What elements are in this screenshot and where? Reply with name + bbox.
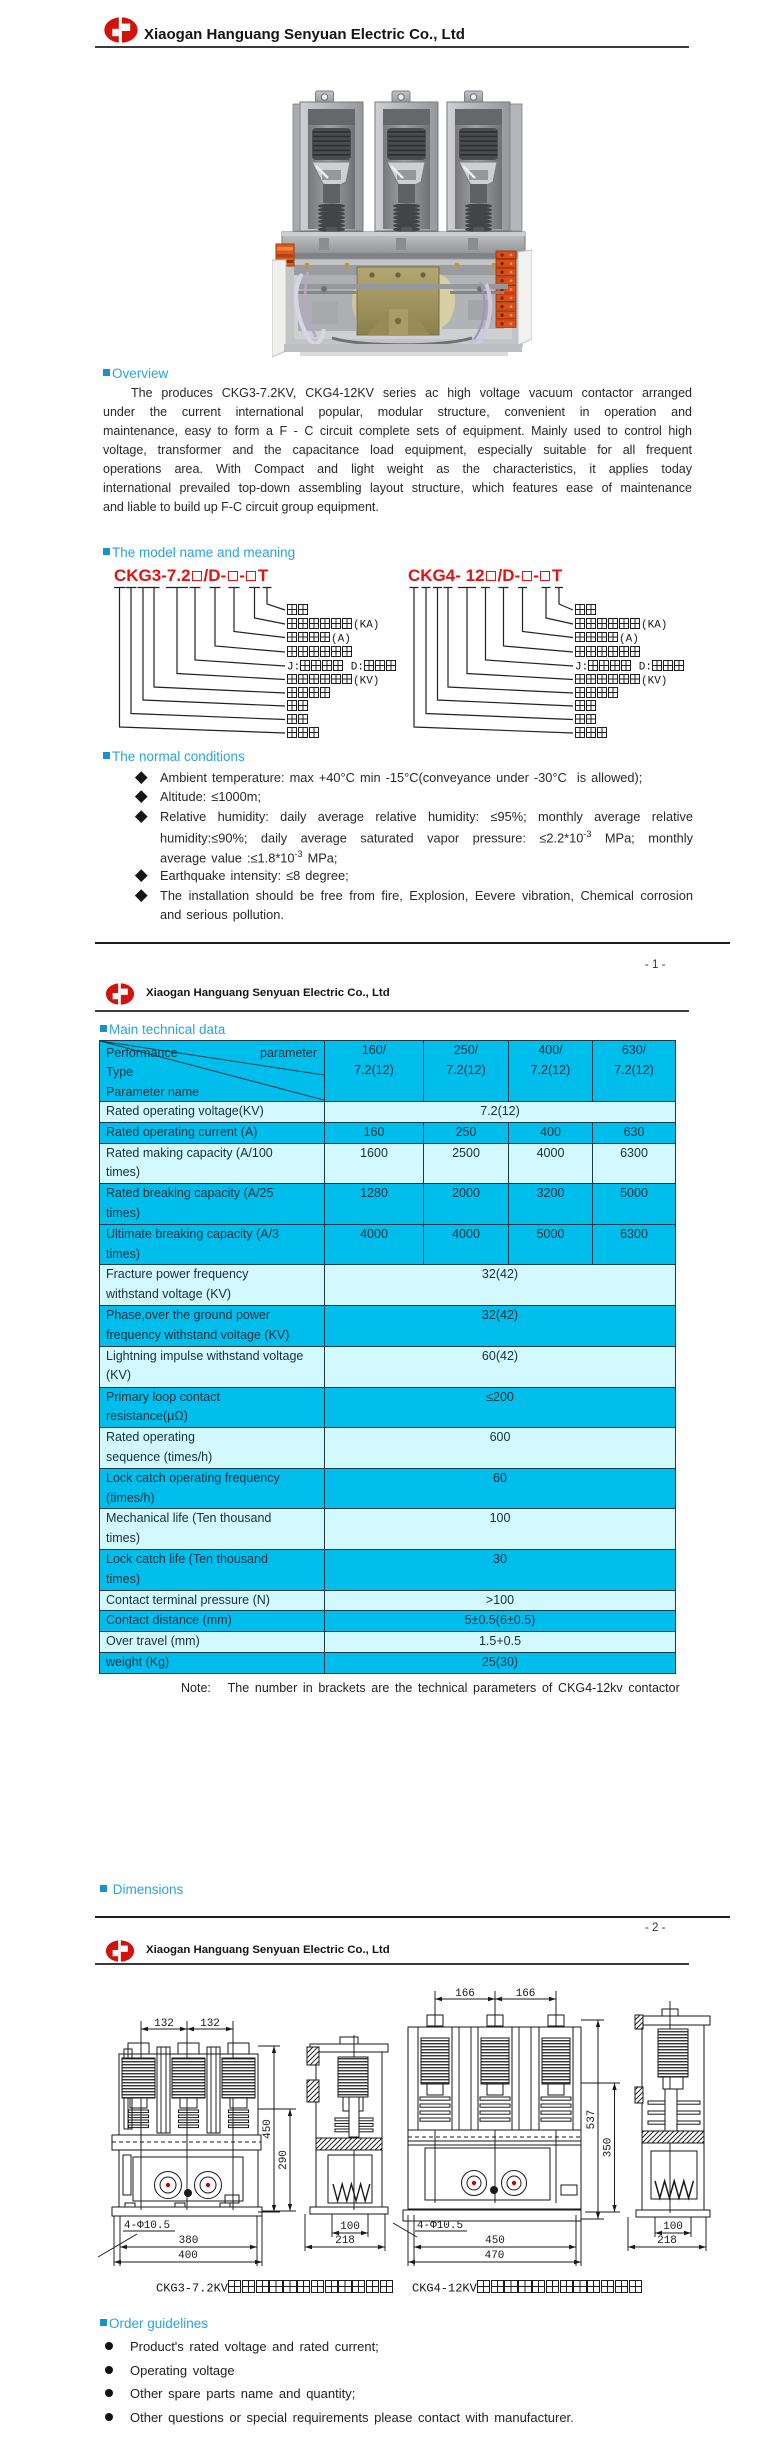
svg-text:166: 166 <box>455 1988 475 2000</box>
svg-text:400: 400 <box>178 2250 198 2262</box>
svg-text:218: 218 <box>335 2235 355 2247</box>
svg-text:450: 450 <box>485 2235 505 2247</box>
svg-text:4-Φ10.5: 4-Φ10.5 <box>124 2220 170 2232</box>
svg-text:470: 470 <box>485 2250 505 2262</box>
svg-text:132: 132 <box>200 2018 220 2030</box>
svg-text:218: 218 <box>657 2235 677 2247</box>
svg-text:100: 100 <box>663 2221 683 2233</box>
svg-text:290: 290 <box>278 2150 290 2170</box>
svg-text:350: 350 <box>603 2138 615 2158</box>
svg-text:450: 450 <box>262 2119 274 2139</box>
svg-text:100: 100 <box>340 2221 360 2233</box>
svg-text:4-Φ10.5: 4-Φ10.5 <box>417 2220 463 2232</box>
svg-text:166: 166 <box>516 1988 536 2000</box>
svg-text:537: 537 <box>586 2110 598 2130</box>
svg-text:132: 132 <box>154 2018 174 2030</box>
svg-text:380: 380 <box>179 2235 199 2247</box>
